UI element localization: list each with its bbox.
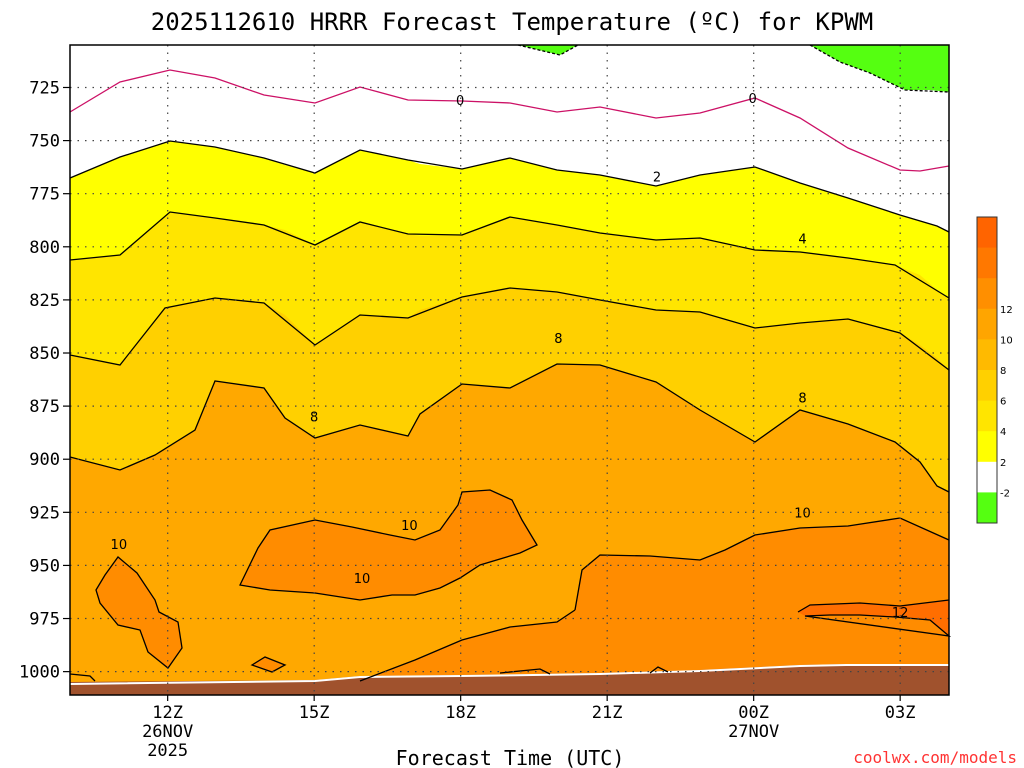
contour-label: 10 bbox=[111, 538, 128, 553]
contour-10-b bbox=[239, 489, 538, 601]
fill-small-pocket bbox=[252, 657, 285, 672]
y-tick-label: 750 bbox=[29, 132, 60, 152]
colorbar-frame bbox=[976, 216, 998, 524]
contour-label: 10 bbox=[354, 572, 371, 587]
colorbar-swatch bbox=[977, 492, 997, 524]
x-tick-date-label: 27NOV bbox=[728, 722, 779, 742]
y-tick-label: 950 bbox=[29, 556, 60, 576]
colorbar-label: 4 bbox=[1000, 427, 1006, 438]
contour-10-a bbox=[95, 556, 183, 669]
x-tick-label: 21Z bbox=[592, 703, 623, 723]
contour-label: 12 bbox=[892, 606, 909, 621]
x-tick-date-label: 26NOV bbox=[142, 722, 193, 742]
contour-below-0-b bbox=[809, 44, 950, 93]
colorbar-swatch bbox=[977, 339, 997, 371]
y-tick-label: 825 bbox=[29, 291, 60, 311]
ground-edge-line bbox=[69, 664, 949, 685]
colorbar-swatch bbox=[977, 431, 997, 463]
fill-band-0-to-2 bbox=[70, 45, 949, 232]
ground-terrain bbox=[70, 664, 949, 695]
x-tick-label: 03Z bbox=[885, 703, 916, 723]
x-tick-year-label: 2025 bbox=[147, 741, 188, 761]
contour-lines bbox=[69, 44, 952, 682]
colorbar-swatch bbox=[977, 308, 997, 340]
contour-10-small bbox=[250, 656, 287, 673]
contour-10-ground-a bbox=[69, 673, 96, 682]
x-tick-label: 15Z bbox=[299, 703, 330, 723]
contour-label: 8 bbox=[798, 392, 806, 407]
y-tick-label: 900 bbox=[29, 450, 60, 470]
colorbar-swatch bbox=[977, 461, 997, 493]
contour-label: 4 bbox=[798, 232, 806, 247]
y-tick-label: 1000 bbox=[19, 663, 60, 683]
colorbar-swatch bbox=[977, 217, 997, 249]
contour-label: 0 bbox=[456, 94, 464, 109]
temperature-fill-regions bbox=[69, 45, 949, 695]
contour-2 bbox=[69, 140, 950, 233]
credit-text: coolwx.com/models bbox=[853, 748, 1017, 767]
contour-label: 8 bbox=[310, 411, 318, 426]
plot-frame bbox=[69, 44, 950, 696]
contour-labels: 0 0 2 4 8 8 8 10 10 10 10 12 bbox=[111, 92, 909, 621]
colorbar-label: 8 bbox=[1000, 366, 1006, 377]
x-axis-title: Forecast Time (UTC) bbox=[396, 746, 625, 768]
contour-label: 2 bbox=[653, 171, 661, 186]
colorbar-label: 12 bbox=[1000, 305, 1013, 316]
colorbar-label: -2 bbox=[1000, 488, 1010, 499]
x-tick-label: 00Z bbox=[738, 703, 769, 723]
y-tick-label: 775 bbox=[29, 185, 60, 205]
colorbar-label: 2 bbox=[1000, 458, 1006, 469]
colorbar-swatch bbox=[977, 278, 997, 310]
y-tick-label: 725 bbox=[29, 78, 60, 98]
contour-0 bbox=[69, 69, 950, 172]
contour-label: 0 bbox=[749, 92, 757, 107]
x-tick-label: 18Z bbox=[445, 703, 476, 723]
y-tick-label: 875 bbox=[29, 397, 60, 417]
fill-above-12 bbox=[798, 600, 949, 636]
colorbar-label: 10 bbox=[1000, 335, 1013, 346]
fill-below-0-left bbox=[518, 45, 578, 55]
colorbar-swatch bbox=[977, 247, 997, 279]
colorbar-label: 6 bbox=[1000, 397, 1006, 408]
contour-10-c bbox=[574, 517, 950, 611]
colorbar: -2 2 4 6 8 10 12 bbox=[976, 216, 1013, 524]
colorbar-swatch bbox=[977, 370, 997, 402]
contour-below-0-a bbox=[517, 44, 579, 56]
contour-6 bbox=[69, 287, 950, 371]
fill-band-10-to-12-c bbox=[360, 518, 949, 681]
contour-label: 10 bbox=[794, 506, 811, 521]
fill-band-10-to-12-a bbox=[96, 557, 182, 668]
y-tick-label: 800 bbox=[29, 238, 60, 258]
y-tick-label: 850 bbox=[29, 344, 60, 364]
y-tick-label: 975 bbox=[29, 610, 60, 630]
contour-label: 10 bbox=[401, 519, 418, 534]
colorbar-swatch bbox=[977, 400, 997, 432]
contour-10-ground-c bbox=[649, 666, 669, 674]
chart-title: 2025112610 HRRR Forecast Temperature (ºC… bbox=[151, 8, 873, 36]
y-axis: 725 750 775 800 825 850 875 900 925 950 975 1000 bbox=[19, 78, 70, 683]
contour-label: 8 bbox=[554, 332, 562, 347]
fill-band-10-to-12-b bbox=[240, 490, 537, 600]
contour-12 bbox=[797, 599, 952, 637]
contour-10-d bbox=[359, 609, 576, 682]
contour-4 bbox=[69, 211, 950, 299]
x-tick-label: 12Z bbox=[152, 703, 183, 723]
fill-below-0-right bbox=[810, 45, 949, 92]
contour-8 bbox=[69, 363, 950, 493]
y-tick-label: 925 bbox=[29, 503, 60, 523]
